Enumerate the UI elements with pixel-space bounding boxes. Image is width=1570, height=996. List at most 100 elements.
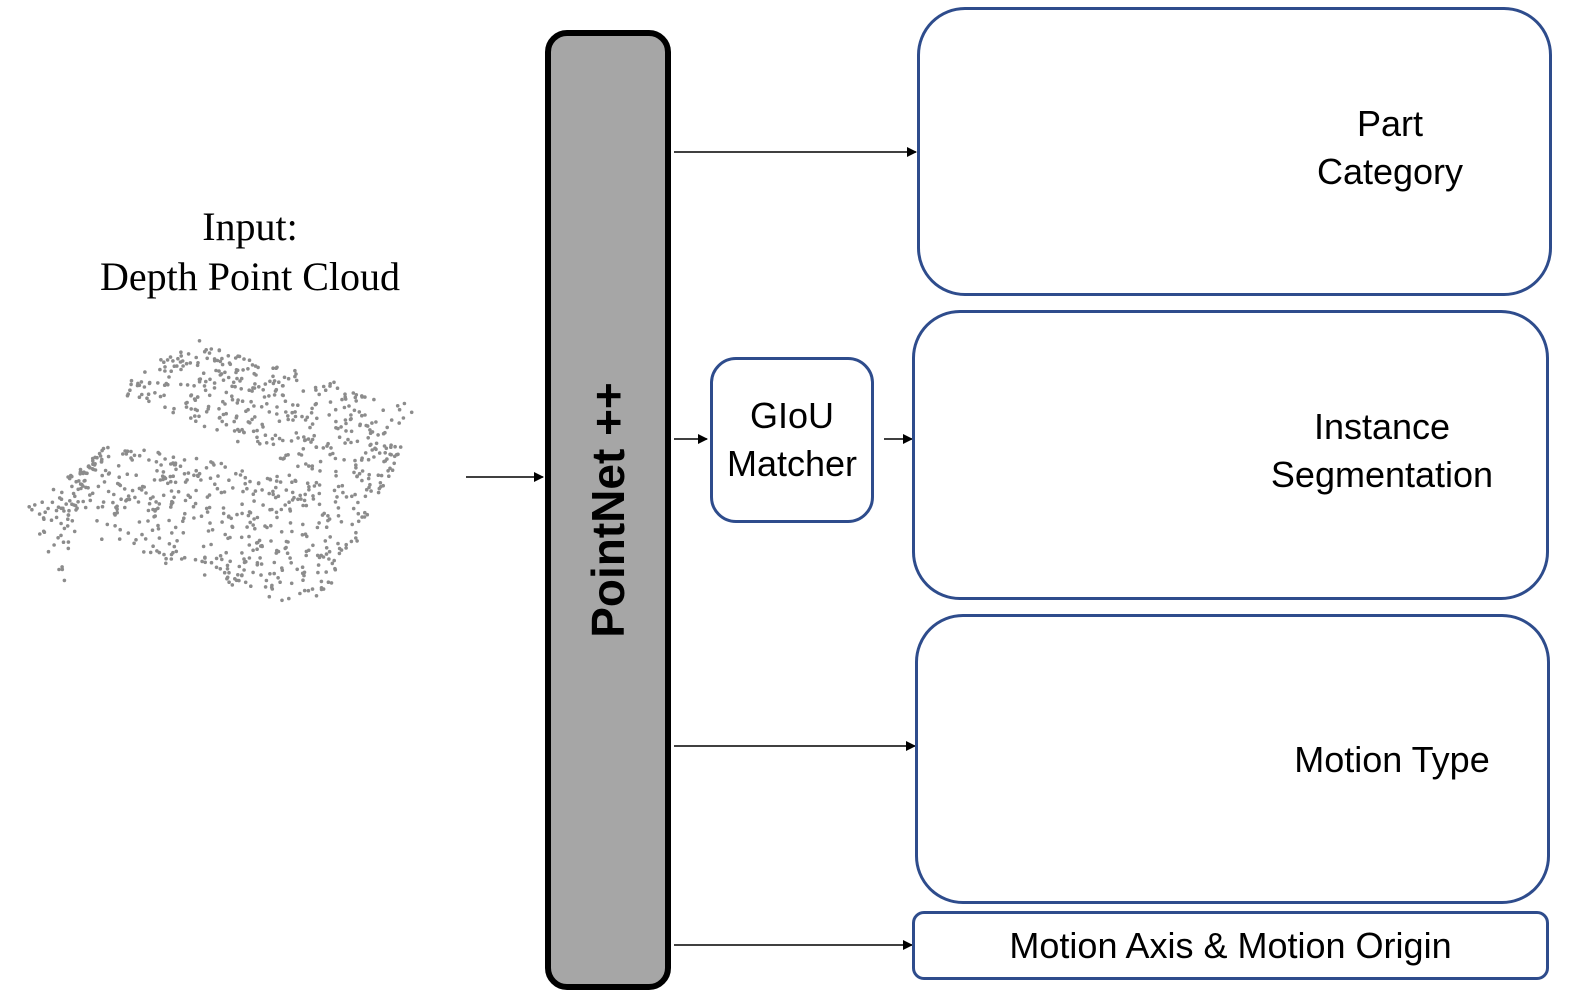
cloud-point xyxy=(287,596,291,601)
cloud-point xyxy=(216,474,220,478)
cloud-point xyxy=(272,571,277,576)
cloud-point xyxy=(142,550,146,554)
cloud-point xyxy=(232,419,236,424)
cloud-point xyxy=(328,382,333,386)
cloud-point xyxy=(88,493,92,497)
cloud-point xyxy=(270,437,275,441)
cloud-point xyxy=(211,461,215,465)
cloud-point xyxy=(310,464,315,468)
cloud-point xyxy=(225,567,230,571)
cloud-point xyxy=(113,513,117,517)
cloud-point xyxy=(353,458,357,463)
cloud-point xyxy=(344,495,349,499)
cloud-point xyxy=(313,385,318,390)
cloud-point xyxy=(269,585,274,590)
cloud-point xyxy=(377,486,382,491)
cloud-point xyxy=(147,399,151,404)
cloud-point xyxy=(276,494,281,499)
cloud-point xyxy=(205,356,209,361)
cloud-point xyxy=(321,446,326,450)
cloud-point xyxy=(251,523,255,527)
cloud-point xyxy=(212,386,217,390)
cloud-point xyxy=(197,339,202,343)
cloud-point xyxy=(182,555,187,560)
cloud-point xyxy=(156,381,160,385)
cloud-point xyxy=(70,519,75,523)
cloud-point xyxy=(363,510,367,515)
cloud-point xyxy=(62,526,67,531)
cloud-point xyxy=(332,558,337,563)
cloud-point xyxy=(374,441,379,446)
cloud-point xyxy=(310,437,315,442)
cloud-point xyxy=(179,350,183,355)
cloud-point xyxy=(301,578,305,582)
cloud-point xyxy=(255,428,259,433)
cloud-point xyxy=(91,462,95,467)
cloud-point xyxy=(90,467,95,471)
cloud-point xyxy=(78,482,83,486)
cloud-point xyxy=(267,491,272,496)
cloud-point xyxy=(212,359,217,363)
cloud-point xyxy=(241,368,245,372)
cloud-point xyxy=(171,359,175,363)
cloud-point xyxy=(308,425,312,430)
cloud-point xyxy=(279,530,284,534)
cloud-point xyxy=(291,418,295,422)
motion-type-box xyxy=(915,614,1550,904)
cloud-point xyxy=(307,464,311,468)
cloud-point xyxy=(402,401,407,406)
cloud-point xyxy=(146,508,151,513)
cloud-point xyxy=(358,422,363,427)
cloud-point xyxy=(179,382,183,387)
cloud-point xyxy=(273,389,278,393)
cloud-point xyxy=(247,388,251,393)
cloud-point xyxy=(242,557,246,561)
cloud-point xyxy=(240,551,244,555)
cloud-point xyxy=(367,485,371,490)
cloud-point xyxy=(213,482,217,487)
cloud-point xyxy=(173,480,178,485)
cloud-point xyxy=(192,473,196,478)
cloud-point xyxy=(301,503,305,508)
instance-segmentation-line2: Segmentation xyxy=(1270,454,1494,495)
cloud-point xyxy=(286,376,291,381)
cloud-point xyxy=(218,359,223,364)
cloud-point xyxy=(96,505,100,510)
cloud-point xyxy=(137,453,142,458)
cloud-point xyxy=(142,485,146,489)
cloud-point xyxy=(304,462,308,466)
cloud-point xyxy=(83,505,88,510)
cloud-point xyxy=(396,452,400,457)
cloud-point xyxy=(84,485,88,490)
cloud-point xyxy=(132,541,136,546)
cloud-point xyxy=(274,366,279,371)
cloud-point xyxy=(62,578,67,583)
cloud-point xyxy=(150,528,155,532)
cloud-point xyxy=(363,413,367,417)
cloud-point xyxy=(363,494,368,499)
cloud-point xyxy=(112,492,116,497)
cloud-point xyxy=(344,429,348,433)
cloud-point xyxy=(247,556,252,560)
cloud-point xyxy=(278,480,283,484)
cloud-point xyxy=(305,481,310,486)
cloud-point xyxy=(317,502,322,507)
cloud-point xyxy=(395,404,400,408)
cloud-point xyxy=(212,381,217,385)
cloud-point xyxy=(233,577,237,581)
cloud-point xyxy=(163,369,167,373)
cloud-point xyxy=(181,364,185,368)
cloud-point xyxy=(188,361,193,365)
giou-matcher-line1: GIoU xyxy=(749,395,835,436)
cloud-point xyxy=(311,494,315,498)
pointnet-backbone-label-wrap: PointNet ++ xyxy=(545,30,671,990)
cloud-point xyxy=(215,358,220,363)
cloud-point xyxy=(169,369,173,374)
cloud-point xyxy=(90,456,95,461)
cloud-point xyxy=(390,468,395,473)
cloud-point xyxy=(263,433,268,438)
cloud-point xyxy=(275,405,279,409)
cloud-point xyxy=(142,448,146,453)
cloud-point xyxy=(68,499,72,503)
cloud-point xyxy=(181,531,186,535)
